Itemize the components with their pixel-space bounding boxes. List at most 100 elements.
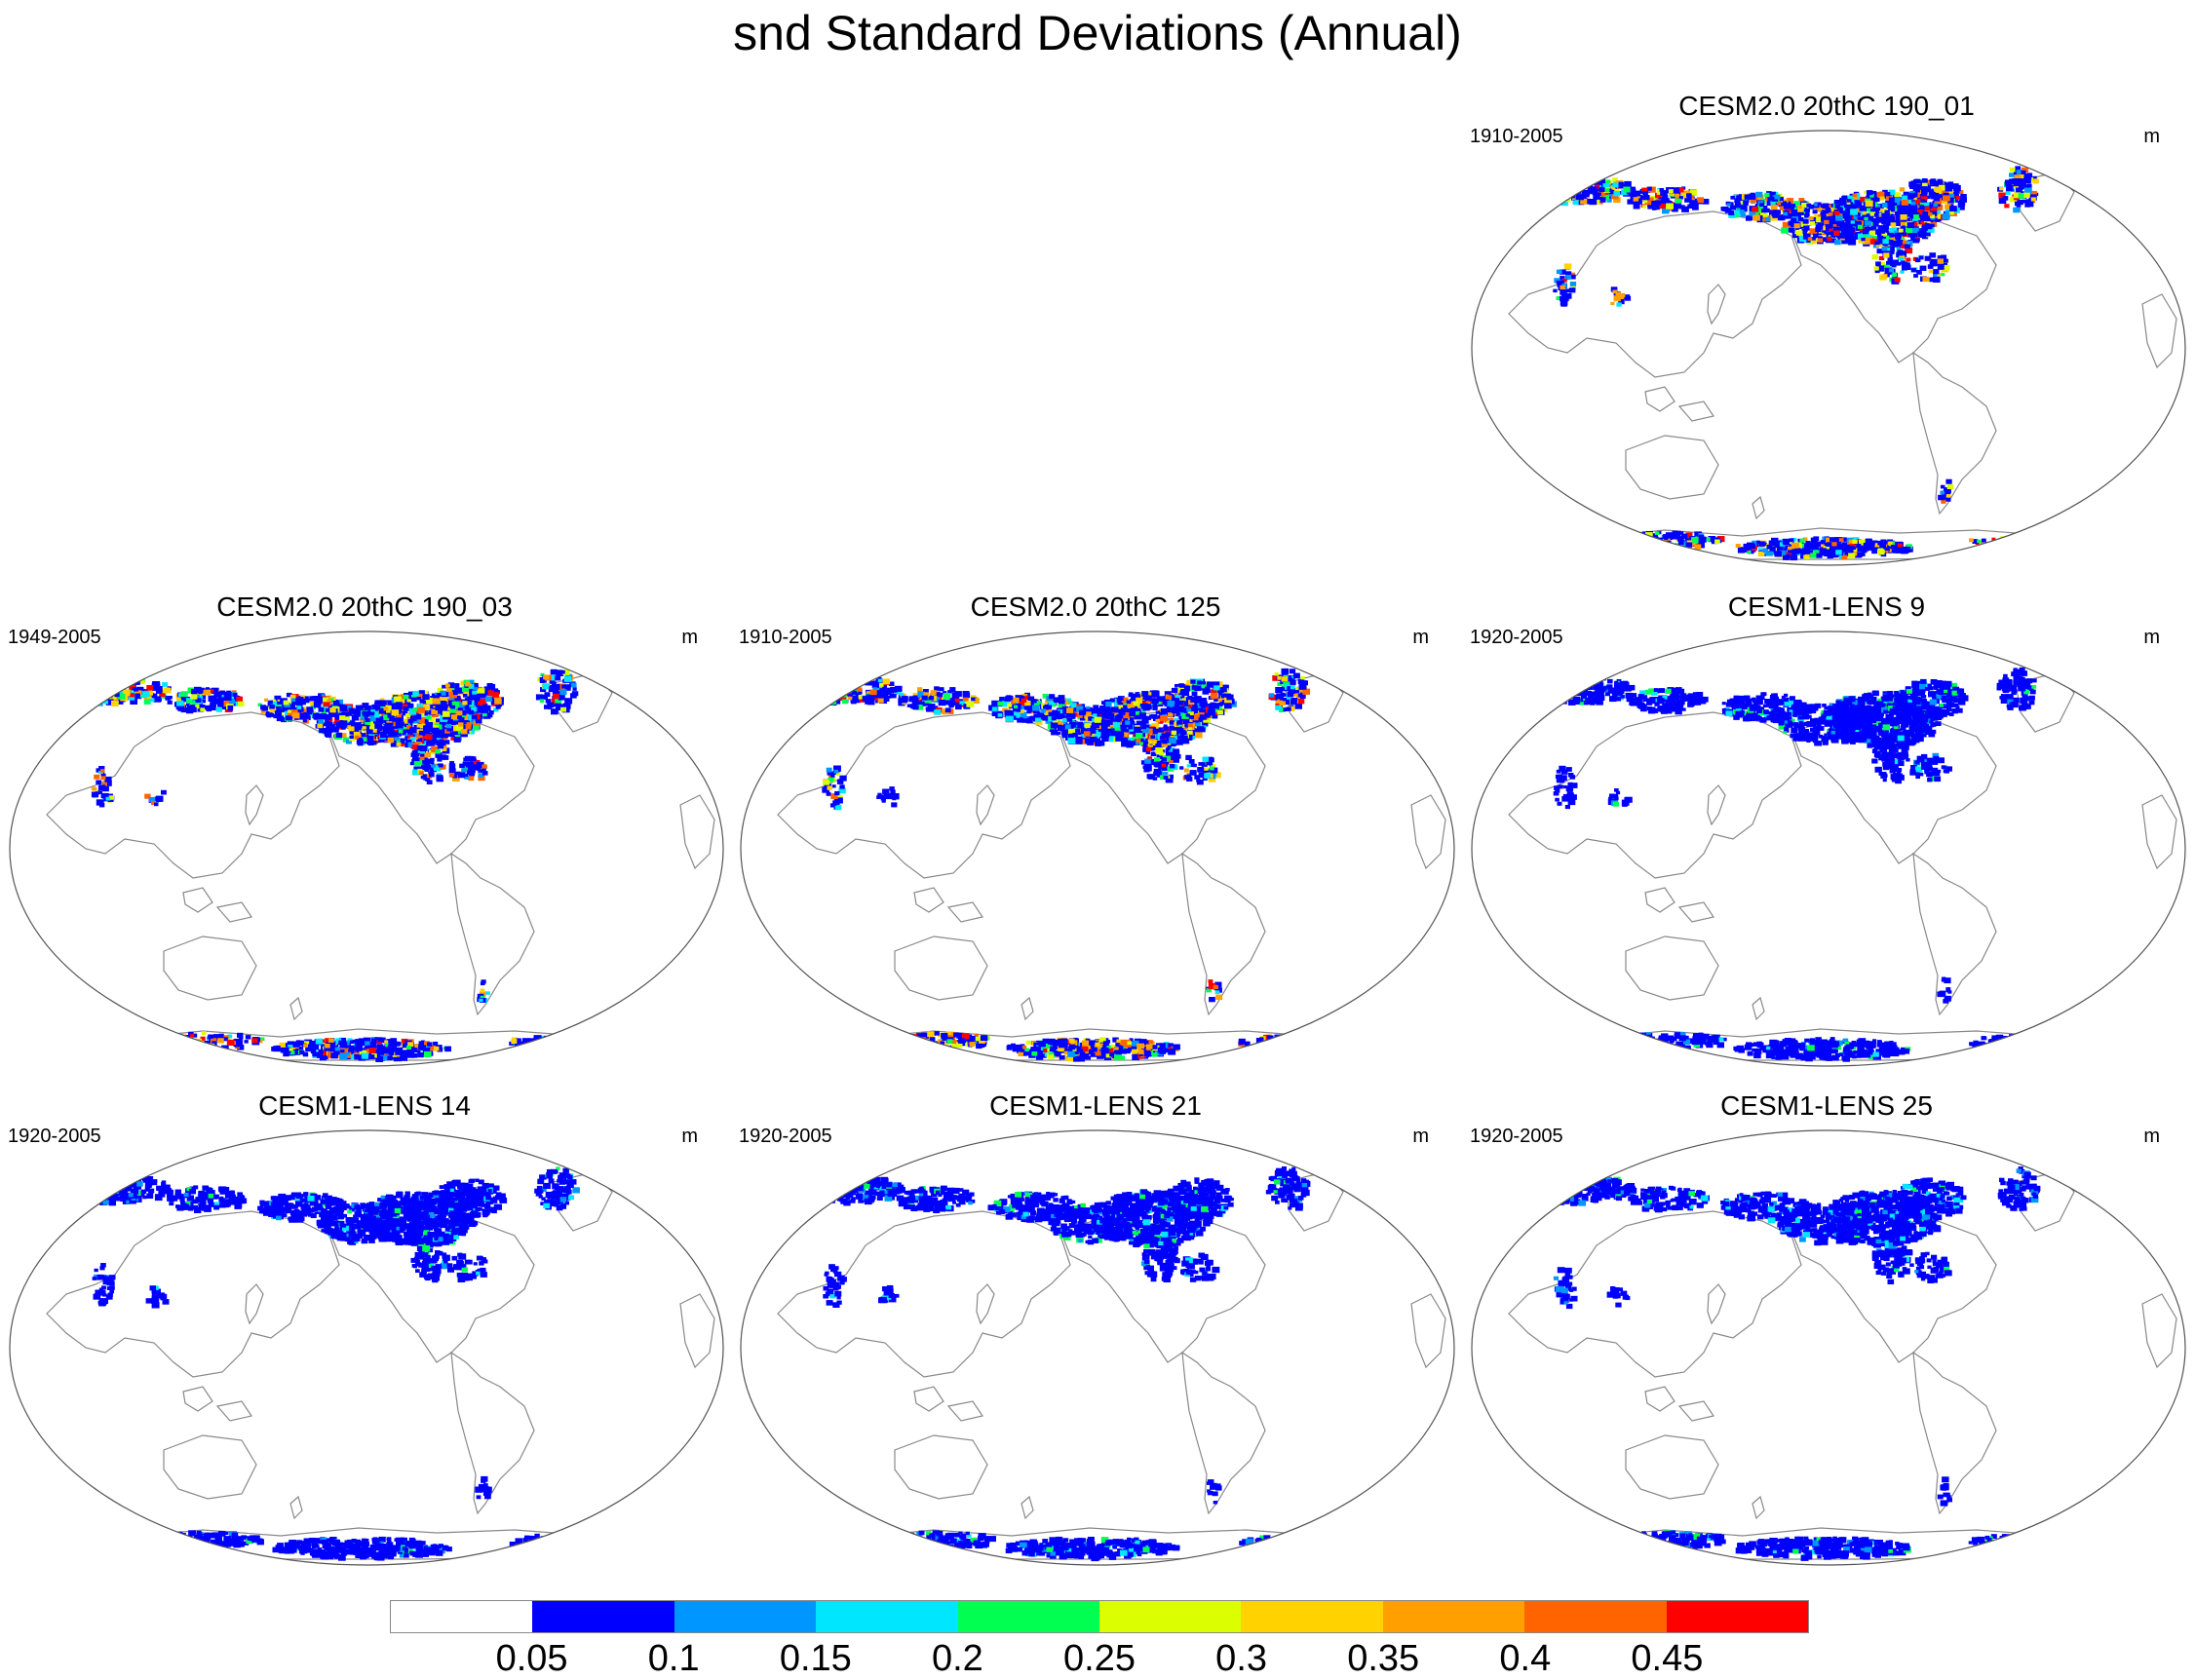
snow-cell xyxy=(444,683,450,688)
snow-cell xyxy=(1086,706,1091,710)
snow-cell xyxy=(1813,229,1822,236)
snow-cell xyxy=(1673,530,1681,537)
snow-cell xyxy=(1920,199,1925,203)
snow-cell xyxy=(1672,187,1679,194)
snow-cell xyxy=(148,796,156,802)
snow-cell xyxy=(331,726,339,733)
snow-cell xyxy=(395,702,403,707)
snow-cell xyxy=(1811,236,1817,242)
snow-cell xyxy=(410,697,417,703)
snow-cell xyxy=(391,717,397,722)
snow-cell xyxy=(1752,207,1759,212)
snow-cell xyxy=(1593,190,1598,195)
snow-cell xyxy=(2009,172,2015,177)
snow-cell xyxy=(212,698,219,705)
snow-cell xyxy=(1818,221,1824,226)
snow-cell xyxy=(1023,706,1029,710)
snow-cell xyxy=(1983,545,1990,550)
snow-cell xyxy=(1846,233,1855,240)
snow-cell xyxy=(1915,257,1921,263)
snow-cell xyxy=(1780,550,1787,555)
snow-cell xyxy=(2027,537,2032,542)
snow-cell xyxy=(98,686,104,691)
snow-cell xyxy=(2012,178,2020,185)
snow-cell xyxy=(1817,236,1823,241)
snow-cell xyxy=(1909,219,1914,224)
snow-cell xyxy=(1878,208,1884,212)
snow-cell xyxy=(368,1048,376,1054)
snow-cell xyxy=(151,1040,159,1047)
snow-cell xyxy=(2016,187,2022,193)
snow-cell xyxy=(233,695,239,700)
snow-cell xyxy=(397,1042,402,1046)
snow-cell xyxy=(1038,714,1046,720)
snow-cell xyxy=(1888,268,1894,273)
snow-cell xyxy=(471,714,478,720)
snow-cell xyxy=(223,1035,229,1040)
snow-cell xyxy=(1559,186,1567,193)
snow-cell xyxy=(1740,205,1748,211)
snow-cell xyxy=(1628,531,1634,536)
snow-cell xyxy=(85,679,91,684)
snow-cell xyxy=(1945,182,1953,188)
snow-cell xyxy=(554,690,559,694)
snow-cell xyxy=(456,710,463,716)
snow-cell xyxy=(146,685,154,691)
snow-cell xyxy=(355,1055,360,1060)
snow-cell xyxy=(114,681,122,687)
snow-cell xyxy=(1820,540,1827,545)
snow-cell xyxy=(2023,533,2031,539)
snow-cell xyxy=(478,688,485,694)
snow-cell xyxy=(325,720,329,724)
snow-cell xyxy=(1877,225,1885,231)
snow-cell xyxy=(1926,204,1933,209)
snow-cell xyxy=(2021,174,2025,178)
snow-cell xyxy=(96,692,103,698)
snow-cell xyxy=(1660,190,1668,196)
coastline xyxy=(1707,284,1726,325)
snow-cell xyxy=(1728,212,1736,218)
snow-cell xyxy=(1579,181,1586,187)
snow-cell xyxy=(388,1042,394,1046)
snow-cell xyxy=(440,696,448,703)
snow-cell xyxy=(1006,715,1014,722)
snow-cell xyxy=(1756,540,1761,544)
snow-cell xyxy=(348,707,356,713)
snow-cell xyxy=(845,681,853,687)
snow-cell xyxy=(1608,193,1613,197)
snow-cell xyxy=(302,718,307,723)
snow-cell xyxy=(1907,195,1914,200)
snow-cell xyxy=(596,1042,602,1048)
snow-cell xyxy=(404,723,408,727)
snow-cell xyxy=(96,687,101,693)
snow-cell xyxy=(1917,271,1922,275)
snow-cell xyxy=(492,692,500,698)
snow-cell xyxy=(1939,184,1945,191)
snow-cell xyxy=(360,716,365,721)
snow-cell xyxy=(321,709,327,715)
snow-cell xyxy=(412,769,420,776)
snow-cell xyxy=(1882,192,1887,196)
snow-cell xyxy=(1553,185,1561,192)
snow-cell xyxy=(1886,260,1893,267)
snow-cell xyxy=(2029,194,2037,201)
snow-cell xyxy=(1933,207,1942,213)
snow-cell xyxy=(398,729,404,734)
snow-cell xyxy=(1560,187,1568,193)
snow-cell xyxy=(1898,228,1904,233)
snow-cell xyxy=(1902,547,1909,554)
snow-cell xyxy=(2029,536,2037,543)
snow-cell xyxy=(1893,220,1902,226)
snow-cell xyxy=(409,727,417,734)
snow-cell xyxy=(328,1038,334,1043)
snow-cell xyxy=(1680,192,1688,199)
snow-cell xyxy=(1080,739,1088,745)
snow-cell xyxy=(345,1051,350,1056)
snow-cell xyxy=(394,731,400,736)
snow-cell xyxy=(1815,227,1822,233)
snow-cell xyxy=(99,690,104,695)
snow-cell xyxy=(2020,181,2026,187)
snow-cell xyxy=(177,706,185,711)
snow-cell xyxy=(390,1055,396,1060)
panel-title: CESM2.0 20thC 125 xyxy=(970,592,1221,622)
